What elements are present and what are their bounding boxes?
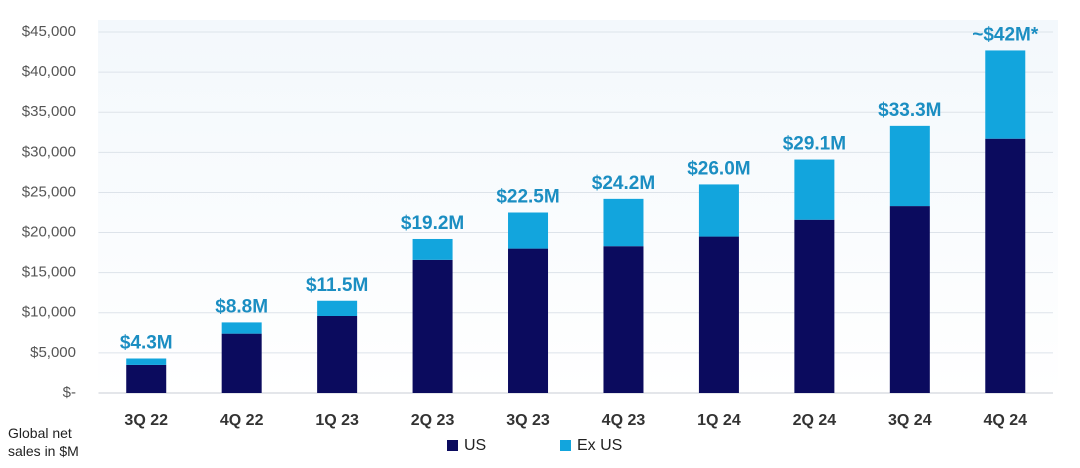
y-tick-label: $45,000 — [22, 23, 76, 40]
total-label: $11.5M — [306, 275, 368, 296]
x-tick-label: 3Q 22 — [124, 412, 168, 429]
bar-segment — [126, 364, 167, 393]
bar-segment — [603, 246, 644, 393]
y-tick-label: $20,000 — [22, 224, 76, 241]
x-tick-label: 4Q 22 — [220, 412, 264, 429]
bar-segment — [221, 322, 262, 334]
bar-segment — [221, 333, 262, 393]
x-tick-label: 3Q 24 — [888, 412, 932, 429]
bar-segment — [794, 219, 835, 393]
total-label: $8.8M — [215, 296, 268, 317]
bar-segment — [412, 259, 453, 393]
bar-segment — [698, 236, 739, 393]
bar-segment — [508, 212, 549, 249]
bar-segment — [985, 138, 1026, 393]
y-tick-label: $25,000 — [22, 183, 76, 200]
x-tick-label: 2Q 23 — [411, 412, 455, 429]
bar-segment — [889, 125, 930, 207]
bar-segment — [603, 198, 644, 247]
x-tick-label: 4Q 24 — [983, 412, 1027, 429]
y-tick-label: $- — [63, 384, 76, 401]
y-tick-label: $35,000 — [22, 103, 76, 120]
x-tick-label: 3Q 23 — [506, 412, 550, 429]
total-label: $4.3M — [120, 333, 173, 354]
axis-note: Global net sales in $M — [8, 425, 79, 459]
y-tick-label: $10,000 — [22, 304, 76, 321]
bar-segment — [889, 206, 930, 393]
bar-segment — [126, 358, 167, 365]
y-tick-label: $30,000 — [22, 143, 76, 160]
total-label: $29.1M — [783, 134, 846, 155]
legend-swatch — [560, 440, 571, 451]
x-tick-label: 1Q 23 — [315, 412, 359, 429]
y-tick-label: $40,000 — [22, 63, 76, 80]
x-tick-label: 2Q 24 — [793, 412, 837, 429]
bar-segment — [698, 184, 739, 237]
legend-label: US — [464, 437, 486, 454]
total-label: $33.3M — [878, 100, 941, 121]
bar-segment — [508, 248, 549, 393]
bar-segment — [985, 50, 1026, 139]
x-tick-label: 4Q 23 — [602, 412, 646, 429]
total-label: $24.2M — [592, 173, 655, 194]
bar-segment — [317, 315, 358, 393]
total-label: $22.5M — [496, 187, 559, 208]
y-tick-label: $5,000 — [30, 344, 76, 361]
x-tick-label: 1Q 24 — [697, 412, 741, 429]
bar-segment — [317, 300, 358, 316]
total-label: $26.0M — [687, 158, 750, 179]
legend-label: Ex US — [577, 437, 622, 454]
total-label: $19.2M — [401, 213, 464, 234]
bar-segment — [794, 159, 835, 220]
total-label: ~$42M* — [972, 24, 1039, 45]
legend-swatch — [447, 440, 458, 451]
bar-segment — [412, 238, 453, 260]
y-tick-label: $15,000 — [22, 264, 76, 281]
